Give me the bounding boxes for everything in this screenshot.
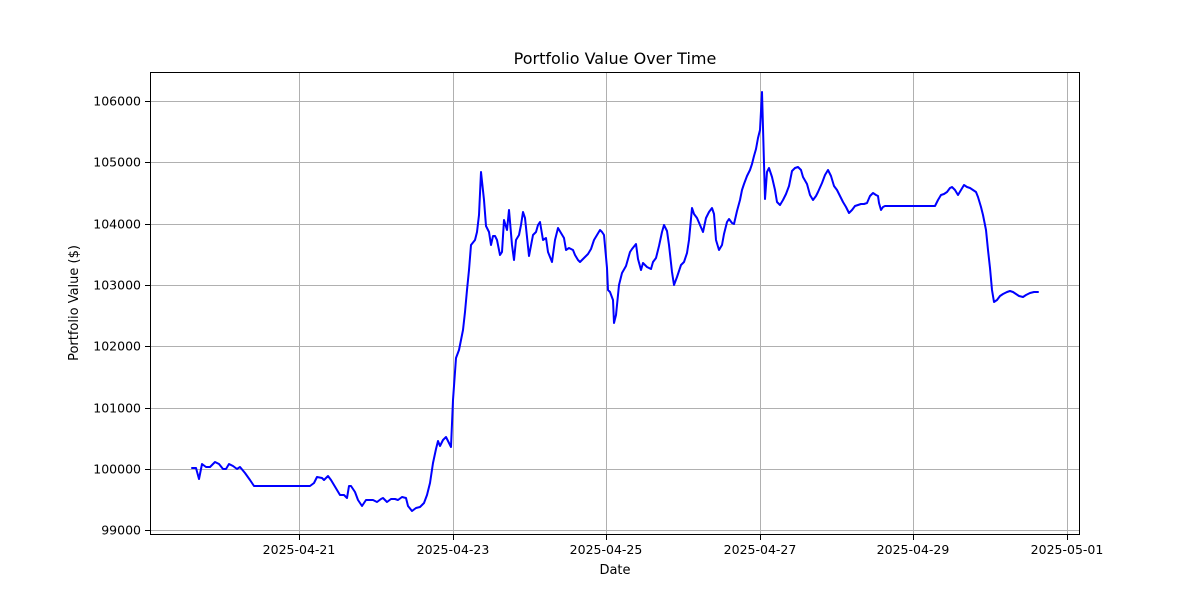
y-tick-label: 100000: [93, 462, 141, 477]
plot-frame: [150, 72, 1080, 535]
y-axis-ticks: 99000 100000 101000 102000 103000 104000 10500…: [93, 94, 150, 538]
y-tick-label: 101000: [93, 401, 141, 416]
x-tick-label: 2025-04-23: [417, 542, 490, 557]
x-tick-label: 2025-04-27: [724, 542, 797, 557]
y-tick-label: 104000: [93, 217, 141, 232]
y-tick-label: 105000: [93, 155, 141, 170]
x-tick-label: 2025-04-29: [877, 542, 950, 557]
portfolio-value-line: [191, 91, 1039, 512]
x-tick-label: 2025-04-21: [263, 542, 336, 557]
grid-lines: [150, 72, 1080, 535]
y-tick-label: 102000: [93, 339, 141, 354]
y-axis-label: Portfolio Value ($): [67, 245, 82, 361]
chart-title: Portfolio Value Over Time: [514, 49, 717, 68]
y-tick-label: 103000: [93, 278, 141, 293]
y-tick-label: 99000: [101, 523, 141, 538]
x-axis-ticks: 2025-04-21 2025-04-23 2025-04-25 2025-04-27…: [263, 535, 1104, 557]
x-tick-label: 2025-05-01: [1031, 542, 1104, 557]
y-tick-label: 106000: [93, 94, 141, 109]
x-tick-label: 2025-04-25: [570, 542, 643, 557]
x-axis-label: Date: [599, 563, 630, 578]
